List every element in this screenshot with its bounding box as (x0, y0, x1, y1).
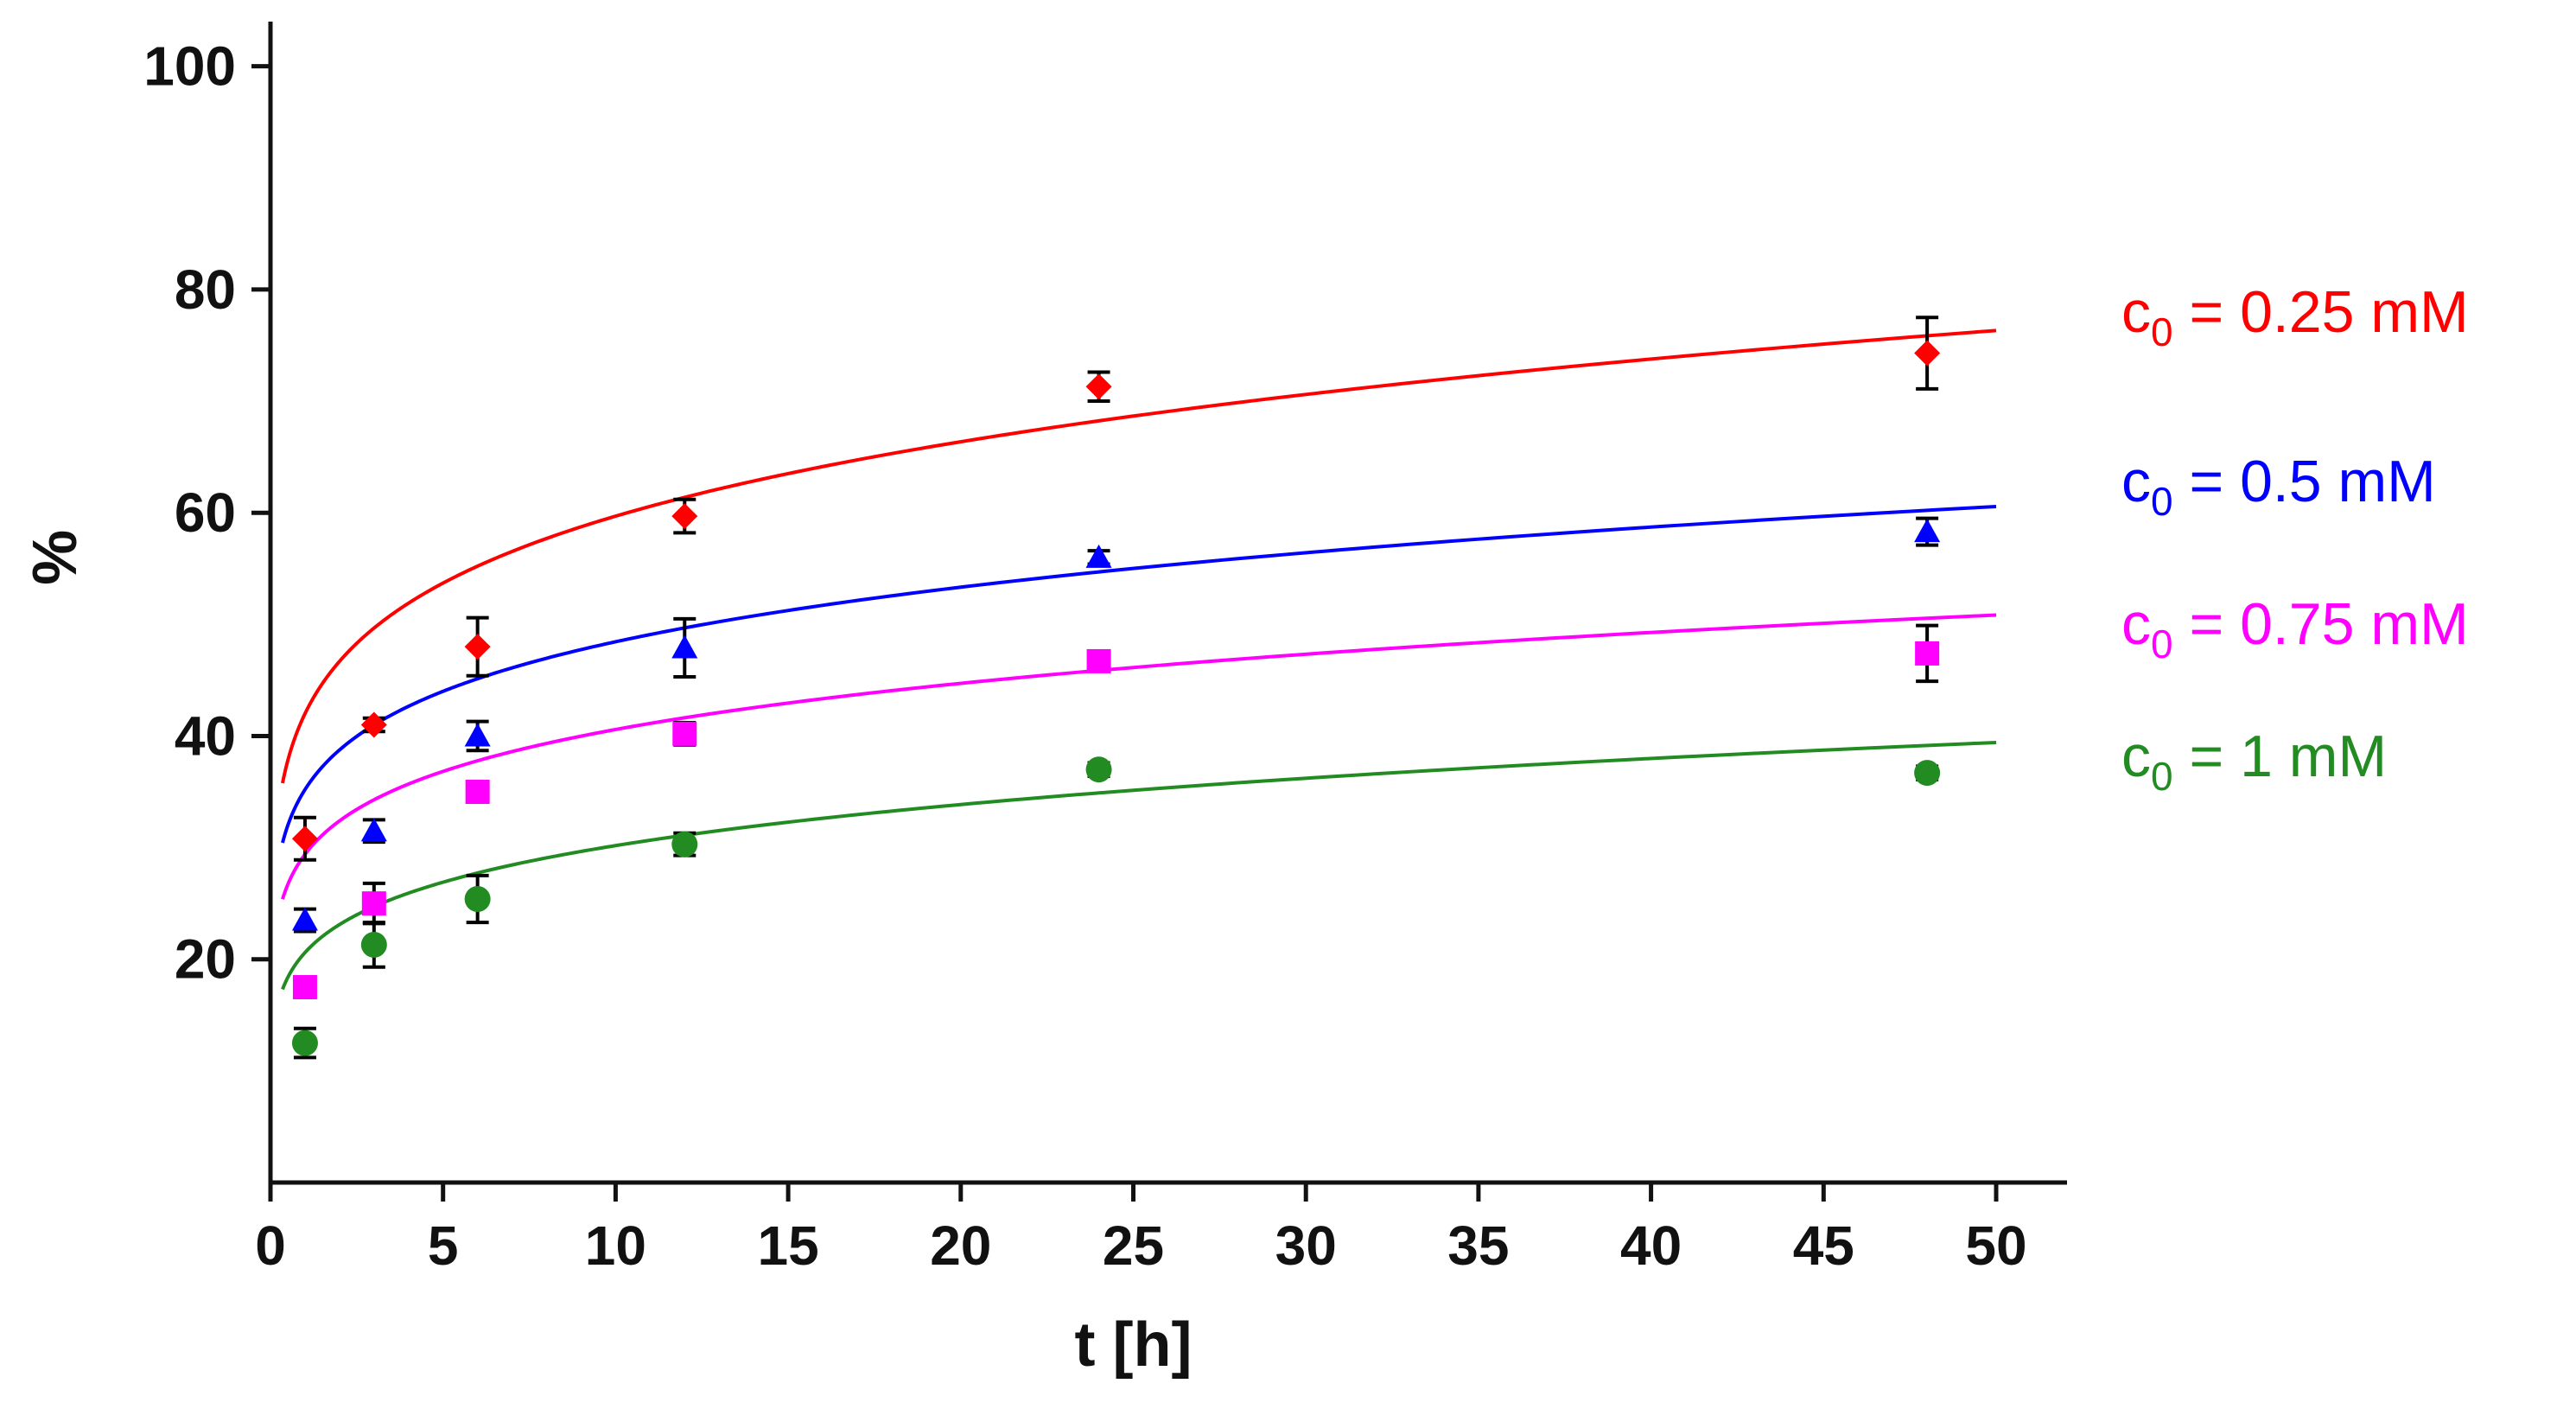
data-point (291, 907, 318, 931)
x-tick-label: 25 (1103, 1215, 1164, 1277)
data-point (291, 826, 318, 852)
y-tick-label: 40 (175, 704, 236, 767)
y-tick-label: 20 (175, 928, 236, 991)
data-point (1915, 641, 1940, 666)
data-point (464, 634, 491, 660)
data-points (291, 316, 1941, 1060)
legend-entry: c0 = 0.75 mM (2121, 591, 2469, 666)
data-point (360, 931, 387, 958)
data-point (1085, 544, 1112, 568)
legend-rest: = 0.25 mM (2173, 279, 2469, 345)
data-point (1914, 760, 1941, 787)
legend-main: c (2121, 279, 2151, 345)
legend-main: c (2121, 449, 2151, 514)
x-tick-label: 45 (1793, 1215, 1854, 1277)
data-point (672, 721, 697, 746)
y-tick-label: 60 (175, 481, 236, 544)
x-tick-label: 20 (930, 1215, 991, 1277)
x-axis-title: t [h] (1075, 1310, 1193, 1380)
fit-curve (281, 740, 1997, 991)
legend-entry: c0 = 0.5 mM (2121, 449, 2436, 524)
legend-rest: = 0.5 mM (2173, 449, 2436, 514)
data-point (1086, 648, 1111, 673)
data-point (1914, 519, 1941, 543)
x-tick-label: 40 (1620, 1215, 1682, 1277)
fit-curves (281, 328, 1997, 991)
x-tick-label: 0 (255, 1215, 286, 1277)
fit-curve (281, 504, 1997, 844)
data-point (671, 831, 698, 858)
legend-main: c (2121, 724, 2151, 789)
x-tick-label: 50 (1965, 1215, 2026, 1277)
data-point (360, 711, 387, 738)
data-point (1085, 373, 1112, 400)
y-tick-label: 80 (175, 258, 236, 321)
x-tick-label: 30 (1275, 1215, 1337, 1277)
y-tick-label: 100 (143, 35, 236, 98)
fit-curve (281, 613, 1997, 900)
data-point (464, 723, 491, 747)
x-tick-label: 5 (428, 1215, 459, 1277)
data-point (671, 634, 698, 659)
data-point (464, 885, 491, 912)
data-point (291, 1030, 318, 1056)
x-tick-label: 15 (758, 1215, 819, 1277)
data-point (1085, 756, 1112, 783)
legend-entry: c0 = 1 mM (2121, 724, 2387, 799)
data-point (671, 503, 698, 530)
legend-subscript: 0 (2151, 309, 2173, 354)
legend-subscript: 0 (2151, 622, 2173, 666)
y-axis-title: % (21, 530, 90, 585)
data-point (360, 818, 387, 842)
data-point (292, 975, 317, 1000)
legend-subscript: 0 (2151, 754, 2173, 799)
axes: 0 5 10 15 20 25 30 35 40 45 50 20 40 60 80 100 (143, 22, 2067, 1277)
legend-entry: c0 = 0.25 mM (2121, 279, 2469, 354)
x-tick-label: 10 (585, 1215, 646, 1277)
legend-rest: = 0.75 mM (2173, 591, 2469, 657)
data-point (465, 780, 490, 805)
fit-curve (281, 328, 1997, 784)
legend-subscript: 0 (2151, 479, 2173, 524)
data-point (1914, 340, 1941, 367)
legend-rest: = 1 mM (2173, 724, 2388, 789)
legend-main: c (2121, 591, 2151, 657)
x-tick-label: 35 (1447, 1215, 1509, 1277)
data-point (361, 891, 386, 916)
